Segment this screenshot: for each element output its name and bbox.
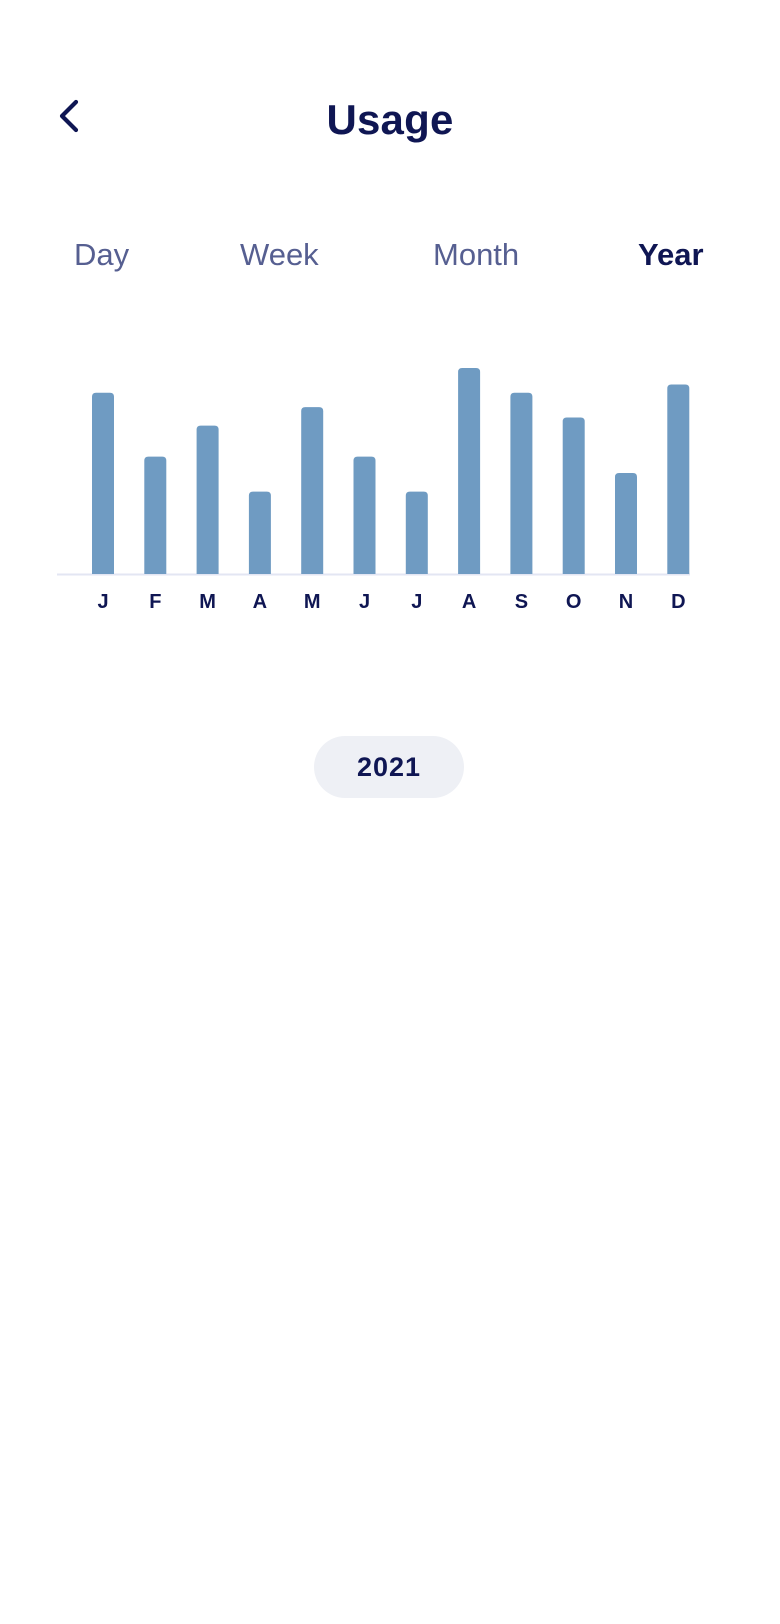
x-tick-label: M — [199, 591, 216, 613]
bar-2[interactable] — [196, 425, 219, 574]
x-tick-label: J — [359, 591, 370, 613]
x-tick-label: A — [253, 591, 267, 613]
x-tick-label: N — [619, 591, 633, 613]
bar-3[interactable] — [248, 491, 271, 574]
bar-9[interactable] — [562, 417, 585, 574]
bar-11[interactable] — [667, 384, 690, 574]
bar-8[interactable] — [510, 392, 533, 574]
bar-6[interactable] — [405, 491, 428, 574]
bar-10[interactable] — [615, 473, 637, 574]
bar-7[interactable] — [458, 368, 481, 574]
x-tick-label: S — [515, 591, 528, 613]
tab-day[interactable]: Day — [74, 237, 130, 272]
chevron-left-icon — [59, 99, 79, 133]
period-tabs: Day Week Month Year — [0, 232, 780, 282]
x-tick-label: A — [462, 591, 476, 613]
tab-year[interactable]: Year — [638, 237, 704, 272]
x-tick-label: D — [671, 591, 685, 613]
bar-0[interactable] — [92, 392, 114, 574]
tab-month[interactable]: Month — [433, 237, 520, 272]
x-tick-label: J — [97, 591, 108, 613]
x-tick-label: J — [411, 591, 422, 613]
year-selector[interactable]: 2021 — [314, 736, 464, 798]
bar-4[interactable] — [301, 407, 324, 574]
bar-1[interactable] — [144, 456, 167, 574]
x-tick-label: F — [149, 591, 161, 613]
x-tick-label: O — [566, 591, 582, 613]
bar-5[interactable] — [353, 456, 376, 574]
back-button[interactable] — [48, 94, 92, 138]
x-tick-label: M — [304, 591, 321, 613]
page-title: Usage — [326, 96, 454, 143]
tab-week[interactable]: Week — [240, 237, 319, 272]
